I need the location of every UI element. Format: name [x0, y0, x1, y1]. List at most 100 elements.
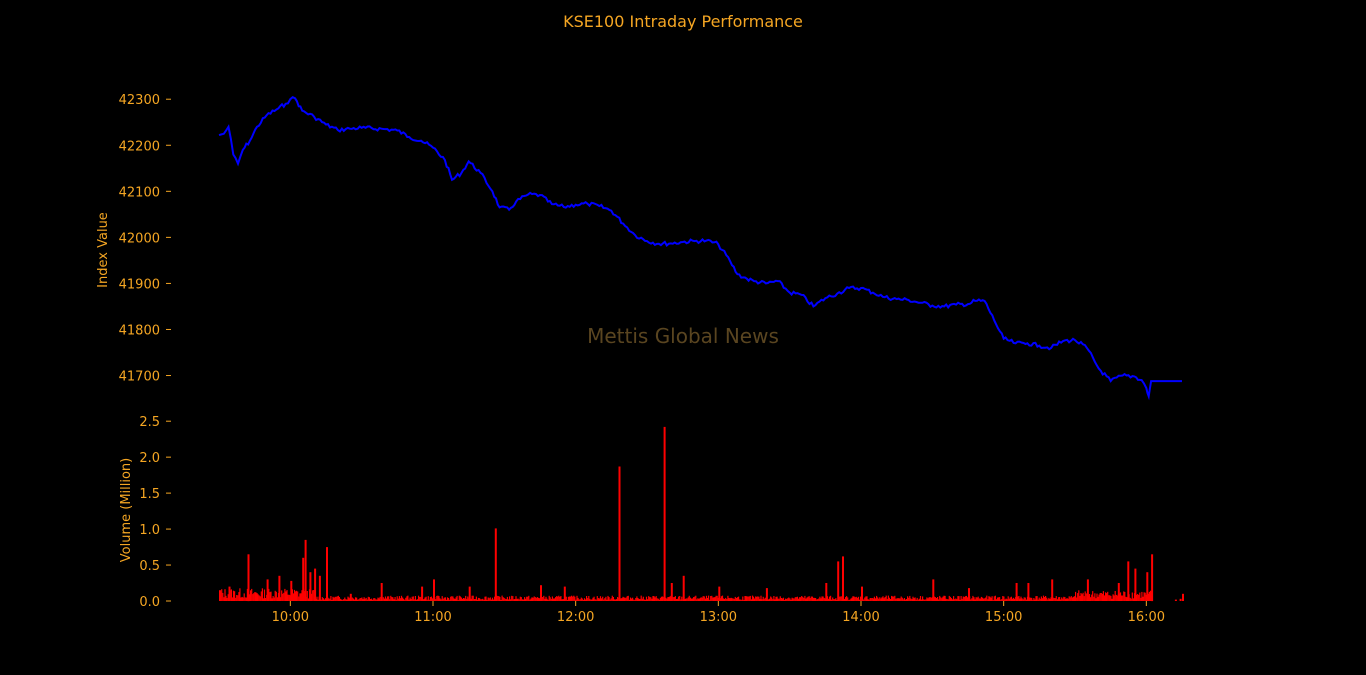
volume-bar	[827, 598, 829, 601]
volume-bar	[730, 597, 732, 601]
volume-bar	[883, 598, 885, 601]
volume-bar	[588, 596, 590, 601]
volume-bar	[532, 597, 534, 601]
volume-bar	[463, 598, 465, 601]
volume-bar	[270, 591, 272, 601]
volume-bar	[1044, 597, 1046, 601]
volume-bar	[972, 595, 974, 601]
volume-bar	[418, 595, 420, 601]
volume-bar	[1119, 592, 1122, 601]
volume-bar	[1054, 598, 1056, 601]
volume-bar	[620, 598, 622, 601]
volume-bar	[604, 598, 606, 601]
volume-bar	[354, 597, 357, 601]
volume-bar	[249, 594, 251, 601]
volume-bar	[901, 597, 903, 601]
volume-bar	[316, 596, 318, 601]
volume-bar	[626, 596, 628, 601]
volume-spike	[837, 561, 840, 601]
volume-bar	[826, 596, 828, 601]
volume-bar	[344, 597, 346, 601]
volume-bar	[1099, 593, 1101, 601]
volume-bar	[1035, 596, 1037, 601]
volume-spike	[825, 583, 828, 601]
volume-bar	[559, 596, 561, 601]
volume-bar	[285, 591, 287, 601]
volume-bar	[471, 595, 473, 601]
volume-bar	[260, 591, 262, 601]
volume-bar	[621, 598, 623, 601]
volume-bar	[558, 595, 560, 601]
volume-bar	[889, 599, 892, 601]
volume-bar	[964, 596, 966, 601]
volume-bar	[710, 596, 712, 601]
volume-bar	[1045, 596, 1047, 601]
volume-bar	[1097, 596, 1099, 601]
volume-bar	[769, 598, 771, 601]
volume-bar	[811, 596, 813, 601]
volume-bar	[652, 596, 654, 601]
volume-bar	[715, 595, 717, 601]
volume-bar	[552, 598, 554, 601]
volume-bar	[1096, 593, 1098, 601]
volume-spike	[228, 586, 231, 601]
volume-spike	[1179, 598, 1182, 601]
volume-bar	[555, 597, 557, 601]
volume-bar	[359, 598, 361, 601]
volume-bar	[605, 596, 607, 601]
volume-bar	[902, 599, 904, 601]
volume-bar	[810, 596, 812, 601]
volume-bar	[773, 596, 775, 601]
volume-bar	[464, 598, 466, 601]
volume-bar	[958, 596, 960, 601]
volume-bar	[391, 597, 393, 601]
volume-bar	[782, 597, 785, 601]
volume-bar	[648, 596, 650, 601]
volume-bar	[1068, 596, 1070, 601]
volume-spike	[540, 585, 542, 601]
volume-bar	[425, 596, 427, 601]
volume-bar	[864, 597, 866, 601]
volume-bar	[953, 596, 955, 601]
volume-bar	[341, 599, 343, 601]
volume-spike	[682, 575, 685, 601]
volume-bar	[1132, 598, 1134, 601]
volume-bar	[835, 598, 837, 601]
volume-bar	[808, 596, 810, 601]
volume-bar	[650, 597, 652, 601]
volume-bar	[287, 594, 289, 601]
volume-bar	[756, 596, 758, 601]
volume-bar	[511, 595, 513, 601]
x-tick-label: 12:00	[557, 610, 594, 625]
volume-spike	[663, 426, 666, 601]
volume-bar	[731, 598, 733, 601]
volume-bar	[649, 597, 651, 601]
volume-bar	[1098, 594, 1100, 601]
volume-bar	[905, 599, 908, 601]
volume-bar	[388, 596, 390, 601]
volume-bar	[335, 596, 337, 601]
volume-bar	[1107, 591, 1109, 601]
volume-panel: 0.0 0.5 1.0 1.5 2.0 2.5 Volume (Million) 10:0…	[119, 415, 1184, 625]
volume-bar	[625, 597, 627, 601]
volume-bar	[1091, 594, 1093, 601]
volume-bar	[818, 598, 820, 601]
index-y-axis-label: Index Value	[96, 212, 111, 288]
volume-bar	[509, 596, 511, 601]
volume-bar	[940, 597, 942, 601]
volume-bar	[254, 592, 256, 601]
volume-bar	[613, 599, 615, 601]
volume-bar	[492, 599, 495, 601]
volume-bar	[833, 599, 835, 601]
volume-bar	[746, 596, 748, 601]
volume-bar	[1072, 596, 1075, 601]
volume-bar	[836, 599, 838, 601]
volume-bar	[286, 590, 288, 601]
volume-bar	[1079, 595, 1081, 601]
volume-bar	[711, 595, 713, 601]
volume-bar	[1106, 593, 1108, 601]
volume-bar	[612, 597, 614, 601]
volume-bar	[874, 598, 877, 601]
volume-spike	[1127, 561, 1130, 601]
volume-bar	[1021, 598, 1023, 601]
